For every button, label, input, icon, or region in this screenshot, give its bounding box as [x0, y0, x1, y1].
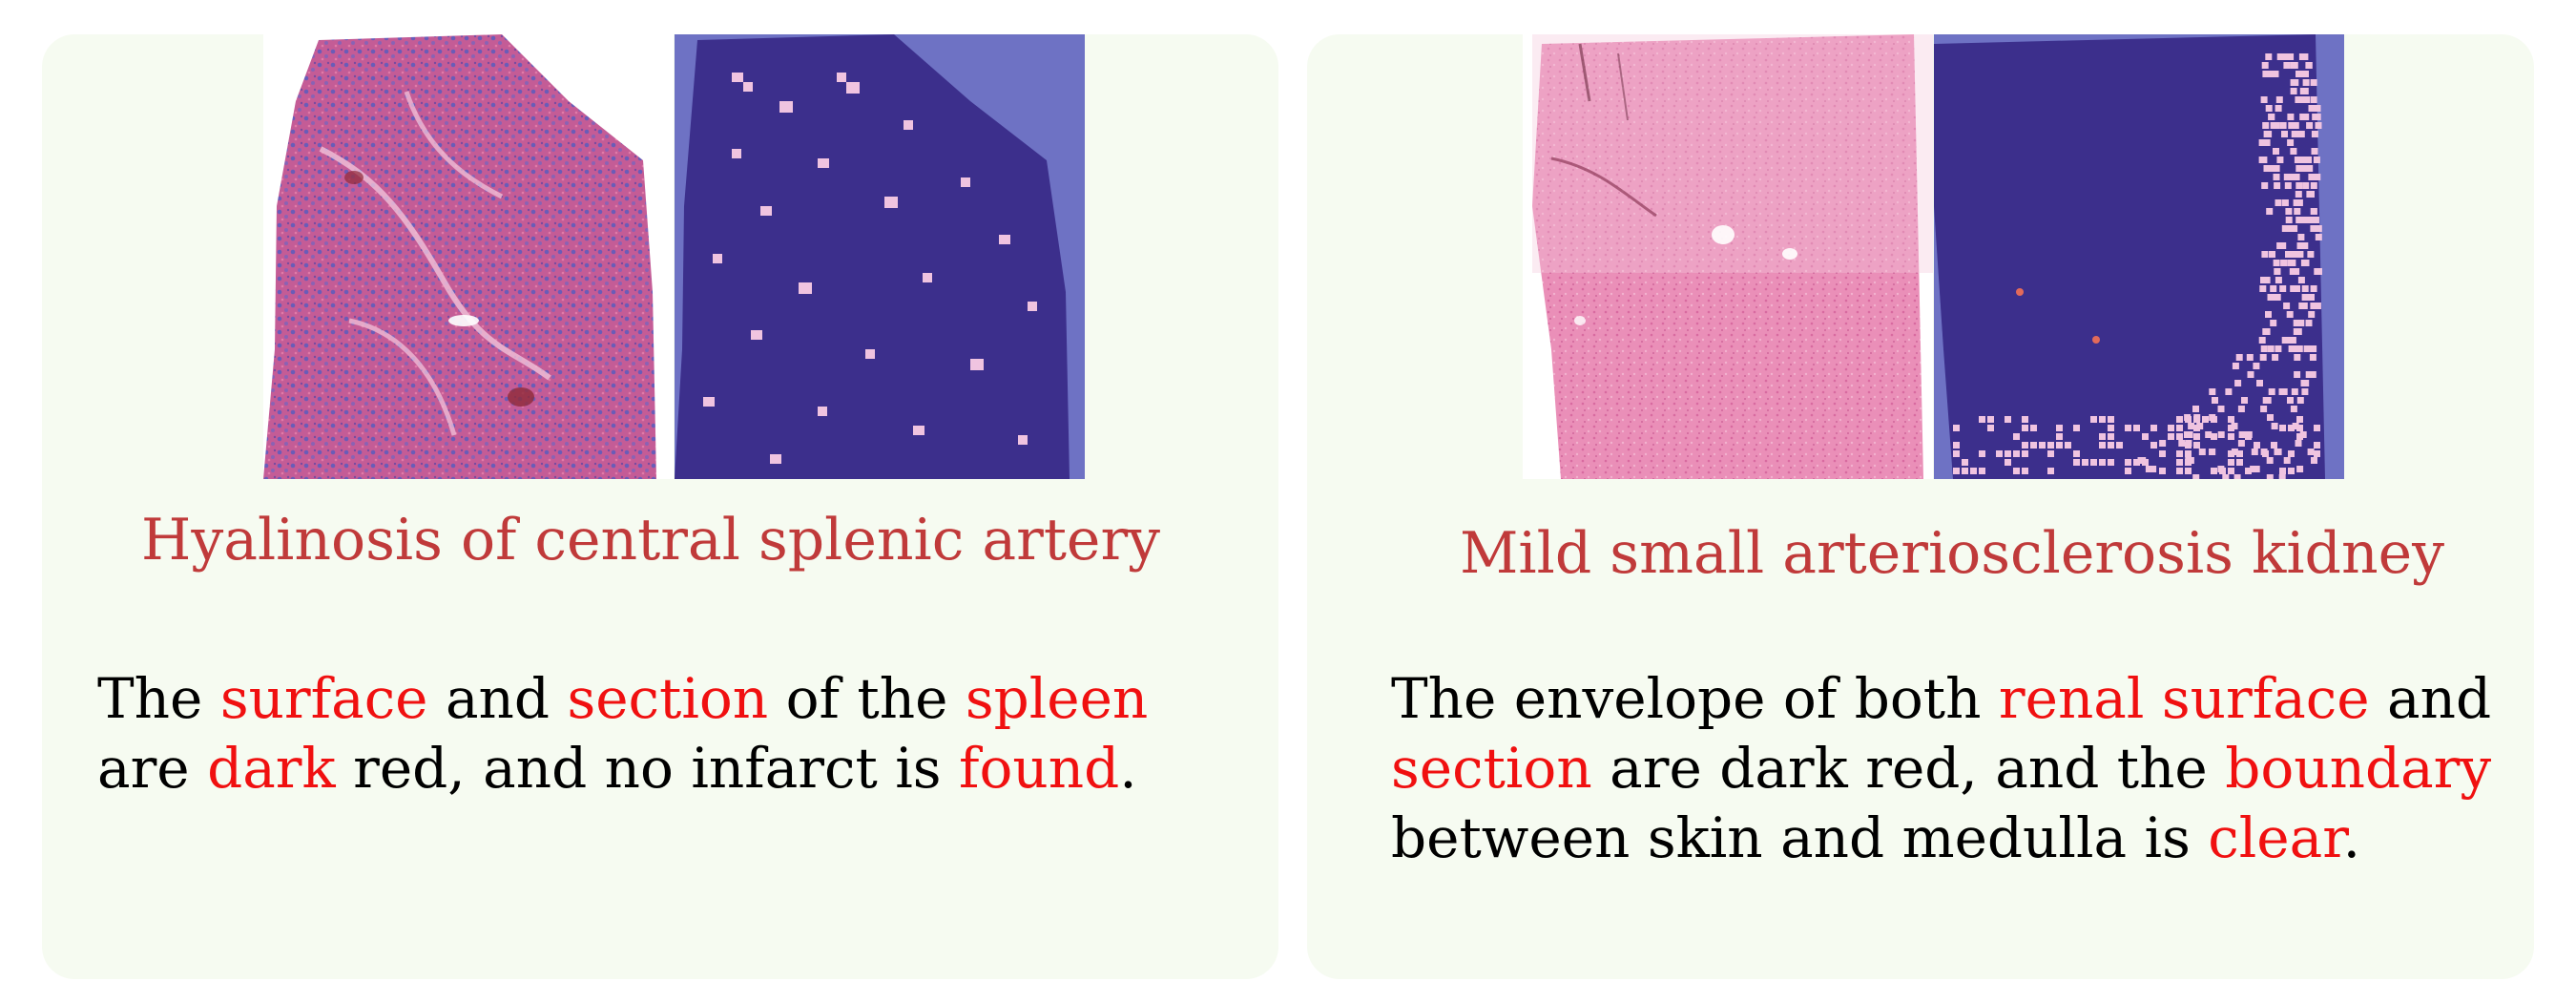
desc-text: The envelope of both — [1391, 666, 1999, 731]
desc-keyword: section — [1391, 736, 1592, 801]
spleen-he-image — [263, 34, 674, 479]
desc-keyword: renal surface — [1998, 666, 2370, 731]
desc-text: . — [1119, 736, 1137, 801]
panel-kidney: Mild small arteriosclerosis kidney The e… — [1307, 34, 2534, 979]
desc-text: between skin and medulla is — [1391, 805, 2209, 870]
desc-text: of the — [768, 666, 966, 731]
desc-text: are — [97, 736, 208, 801]
desc-text: The — [97, 666, 220, 731]
desc-keyword: clear — [2208, 805, 2343, 870]
desc-keyword: section — [567, 666, 769, 731]
desc-keyword: surface — [219, 666, 428, 731]
caption-kidney: Mild small arteriosclerosis kidney — [1460, 520, 2445, 587]
desc-text: are dark red, and the — [1591, 736, 2226, 801]
panel-spleen: Hyalinosis of central splenic artery The… — [42, 34, 1278, 979]
caption-spleen: Hyalinosis of central splenic artery — [141, 507, 1161, 574]
desc-keyword: spleen — [965, 666, 1149, 731]
kidney-he-image — [1523, 34, 1933, 479]
description-kidney: The envelope of both renal surface and s… — [1391, 664, 2517, 873]
desc-keyword: found — [959, 736, 1120, 801]
kidney-heatmap-image — [1934, 34, 2344, 479]
spleen-heatmap-image — [675, 34, 1085, 479]
desc-text: . — [2342, 805, 2360, 870]
desc-text: and — [427, 666, 568, 731]
desc-text: and — [2369, 666, 2492, 731]
description-spleen: The surface and section of the spleen ar… — [97, 664, 1242, 804]
desc-keyword: boundary — [2225, 736, 2492, 801]
desc-keyword: dark — [207, 736, 336, 801]
desc-text: red, and no infarct is — [335, 736, 960, 801]
